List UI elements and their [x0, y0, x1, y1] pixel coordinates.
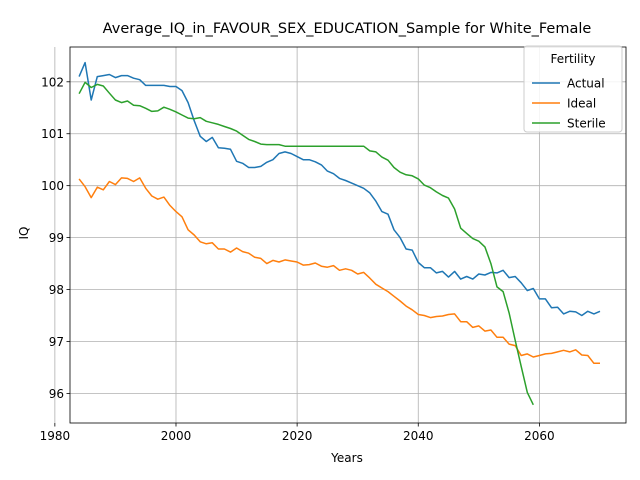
x-tick-label: 1980 [40, 429, 71, 443]
x-tick-label: 2000 [161, 429, 192, 443]
x-tick-label: 2020 [282, 429, 313, 443]
y-tick-label: 100 [41, 179, 64, 193]
chart-title: Average_IQ_in_FAVOUR_SEX_EDUCATION_Sampl… [103, 21, 592, 37]
legend: Fertility Actual Ideal Sterile [524, 46, 622, 132]
y-tick-label: 97 [49, 335, 64, 349]
y-axis-label: IQ [17, 227, 31, 240]
legend-label-sterile: Sterile [567, 117, 606, 131]
x-tick-label: 2060 [524, 429, 555, 443]
y-tick-label: 101 [41, 127, 64, 141]
legend-label-actual: Actual [567, 77, 605, 91]
legend-title: Fertility [550, 52, 595, 66]
x-tick-label: 2040 [403, 429, 434, 443]
y-tick-label: 102 [41, 75, 64, 89]
y-tick-label: 98 [49, 283, 64, 297]
y-tick-label: 96 [49, 387, 64, 401]
x-axis-label: Years [330, 451, 363, 465]
legend-label-ideal: Ideal [567, 97, 596, 111]
y-tick-label: 99 [49, 231, 64, 245]
